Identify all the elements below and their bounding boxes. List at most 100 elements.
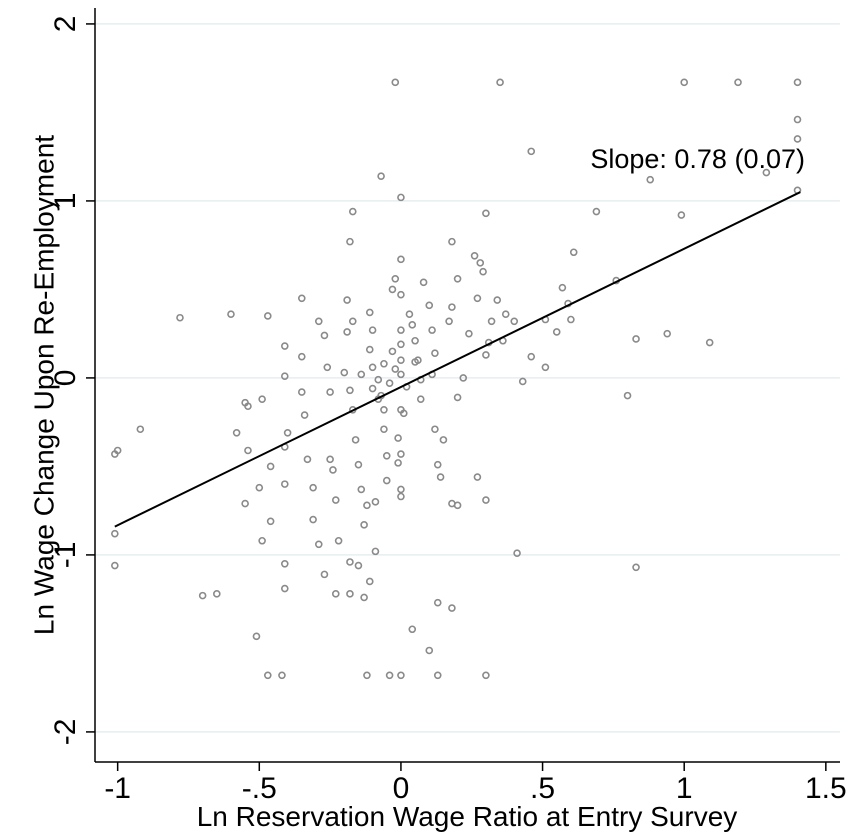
point: [448, 604, 456, 612]
point: [244, 402, 252, 411]
point: [297, 388, 306, 396]
point: [448, 303, 456, 311]
point: [309, 483, 317, 492]
point: [431, 349, 439, 357]
point: [408, 625, 417, 634]
point: [453, 275, 462, 283]
point: [646, 175, 655, 184]
point: [397, 356, 405, 365]
point: [111, 529, 119, 538]
point: [399, 409, 408, 418]
point: [380, 405, 388, 414]
x-tick-label: .5: [530, 772, 555, 805]
y-axis-title: Ln Wage Change Upon Re-Employment: [28, 135, 59, 635]
point: [360, 593, 368, 602]
point: [348, 207, 357, 216]
point: [297, 352, 306, 361]
point: [303, 455, 312, 464]
point: [453, 393, 462, 402]
point: [397, 290, 405, 299]
x-tick-label: 0: [393, 772, 410, 805]
point: [365, 577, 374, 586]
point: [408, 321, 417, 329]
point: [405, 310, 414, 319]
point: [314, 317, 323, 326]
point: [343, 296, 351, 304]
point: [380, 425, 388, 434]
point: [513, 549, 521, 557]
y-tick-label: 1: [49, 193, 82, 210]
point: [365, 345, 374, 354]
point: [283, 428, 292, 437]
point: [482, 351, 490, 359]
y-tick-label: -1: [49, 542, 82, 569]
point: [297, 294, 306, 303]
point: [527, 147, 536, 156]
point: [280, 584, 289, 593]
point: [346, 237, 354, 246]
point: [374, 375, 383, 384]
point: [385, 379, 394, 388]
point: [397, 255, 405, 264]
y-tick-label: -2: [49, 719, 82, 746]
point: [263, 671, 272, 680]
x-axis-title: Ln Reservation Wage Ratio at Entry Surve…: [197, 801, 738, 832]
point: [411, 336, 419, 345]
point: [198, 591, 207, 600]
point: [459, 374, 468, 382]
point: [346, 386, 354, 395]
point: [433, 598, 442, 607]
point: [439, 436, 448, 444]
point: [111, 450, 119, 458]
point: [363, 501, 371, 510]
point: [213, 590, 221, 598]
point: [278, 671, 286, 680]
point: [391, 365, 400, 373]
point: [241, 499, 249, 508]
point: [623, 391, 632, 400]
point: [663, 329, 672, 338]
point: [357, 485, 366, 494]
point: [394, 434, 402, 442]
point: [518, 377, 527, 386]
point: [391, 275, 400, 283]
point: [176, 313, 184, 322]
point: [354, 460, 363, 469]
point: [680, 78, 689, 87]
point: [309, 515, 317, 524]
point: [371, 498, 380, 506]
point: [419, 278, 428, 287]
point: [280, 480, 289, 488]
point: [433, 460, 442, 469]
point: [368, 384, 377, 393]
point: [331, 590, 340, 598]
point: [632, 563, 640, 572]
point: [326, 455, 334, 464]
point: [397, 450, 405, 458]
point: [357, 370, 366, 379]
point: [394, 459, 402, 467]
point: [482, 671, 490, 680]
point: [705, 338, 714, 347]
point: [465, 329, 473, 338]
point: [445, 317, 453, 326]
point: [510, 317, 519, 326]
point: [677, 211, 686, 219]
point: [762, 168, 771, 177]
point: [482, 209, 490, 218]
point: [397, 193, 405, 202]
point: [592, 207, 601, 216]
point: [334, 536, 343, 545]
point: [346, 590, 354, 598]
point: [493, 296, 502, 304]
point: [363, 671, 371, 680]
x-tick-label: -.5: [242, 772, 277, 805]
point: [470, 251, 479, 260]
point: [734, 78, 742, 87]
point: [136, 425, 145, 434]
point: [368, 363, 377, 372]
point: [569, 248, 578, 257]
point: [391, 78, 400, 87]
